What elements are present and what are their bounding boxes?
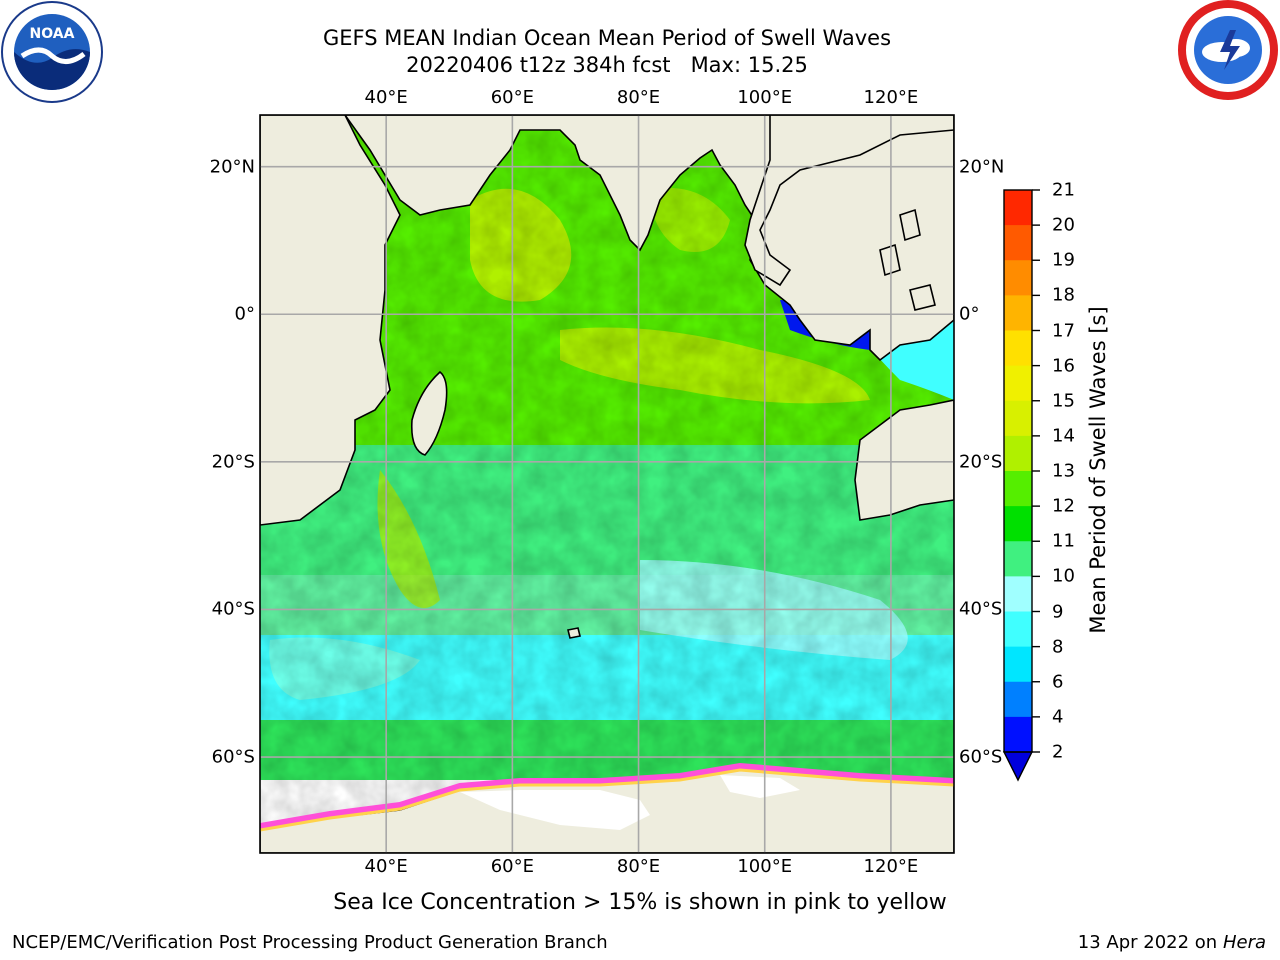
lat-label-right: 20°N	[959, 156, 1005, 178]
nws-logo	[1178, 0, 1278, 100]
colorbar-tick-label: 4	[1052, 706, 1064, 728]
lat-label-right: 40°S	[959, 598, 1003, 620]
colorbar-tick-label: 16	[1052, 355, 1075, 377]
colorbar-segment	[1004, 646, 1032, 683]
sea-ice-white	[460, 790, 650, 830]
colorbar-segment	[1004, 260, 1032, 296]
colorbar-title: Mean Period of Swell Waves [s]	[1086, 306, 1110, 634]
colorbar-segment	[1004, 681, 1032, 718]
chart-title: GEFS MEAN Indian Ocean Mean Period of Sw…	[322, 26, 892, 50]
colorbar-tick-label: 14	[1052, 425, 1075, 447]
colorbar-tick-label: 18	[1052, 284, 1075, 306]
lat-label-left: 60°S	[211, 746, 255, 768]
footer-credit: NCEP/EMC/Verification Post Processing Pr…	[12, 932, 608, 953]
lat-label-right: 60°S	[959, 746, 1003, 768]
colorbar-segment	[1004, 190, 1032, 226]
colorbar-segment	[1004, 295, 1032, 331]
colorbar-segment	[1004, 225, 1032, 261]
lat-label-left: 20°S	[211, 451, 255, 473]
colorbar-segment	[1004, 541, 1032, 577]
colorbar-segment	[1004, 611, 1032, 648]
lon-label-bottom: 40°E	[364, 856, 408, 877]
colorbar-tick-label: 6	[1052, 671, 1064, 693]
footer-host: Hera	[1222, 932, 1266, 953]
colorbar-tick-label: 9	[1052, 601, 1064, 622]
colorbar-segment	[1004, 576, 1032, 612]
colorbar-tick-label: 12	[1052, 495, 1075, 517]
colorbar-segment	[1004, 435, 1032, 472]
colorbar	[1002, 189, 1040, 782]
lat-label-right: 0°	[959, 303, 980, 325]
colorbar-tick-label: 8	[1052, 636, 1064, 658]
lat-label-left: 40°S	[211, 598, 255, 620]
lon-label-bottom: 100°E	[737, 856, 793, 877]
sea-ice-band	[260, 762, 954, 829]
colorbar-tick-label: 21	[1052, 179, 1075, 201]
lon-label-top: 100°E	[737, 87, 793, 108]
lon-label-bottom: 120°E	[863, 856, 919, 877]
lat-label-right: 20°S	[959, 451, 1003, 473]
colorbar-tick-label: 20	[1052, 214, 1075, 236]
colorbar-tick-label: 10	[1052, 565, 1075, 587]
colorbar-segment	[1004, 330, 1032, 367]
colorbar-segment	[1004, 506, 1032, 542]
colorbar-segment	[1004, 365, 1032, 402]
colorbar-tick-label: 19	[1052, 249, 1075, 271]
footer-date: 13 Apr 2022 on Hera	[1078, 932, 1266, 953]
sea-ice-band-inner	[260, 768, 954, 832]
lon-label-bottom: 80°E	[616, 856, 661, 877]
colorbar-segment	[1004, 716, 1032, 753]
lat-label-left: 0°	[234, 303, 255, 325]
svg-text:NOAA: NOAA	[30, 26, 75, 42]
colorbar-segment	[1004, 400, 1032, 437]
colorbar-tick-label: 13	[1052, 460, 1075, 482]
colorbar-segment	[1004, 471, 1032, 507]
sea-ice-white-2	[720, 775, 800, 798]
map-frame	[259, 114, 955, 854]
lon-label-top: 40°E	[364, 87, 408, 108]
colorbar-extend-min	[1002, 751, 1034, 782]
lat-label-left: 20°N	[209, 156, 255, 178]
colorbar-tick-label: 11	[1052, 530, 1075, 552]
sea-ice-caption: Sea Ice Concentration > 15% is shown in …	[333, 890, 947, 915]
noaa-logo: NOAA	[1, 1, 103, 103]
map-gridlines	[260, 115, 954, 853]
colorbar-tick-label: 17	[1052, 320, 1075, 341]
lon-label-bottom: 60°E	[490, 856, 534, 877]
colorbar-tick-label: 15	[1052, 390, 1075, 412]
lon-label-top: 60°E	[490, 87, 534, 108]
lon-label-top: 120°E	[863, 87, 919, 108]
colorbar-tick-label: 2	[1052, 741, 1064, 763]
lon-label-top: 80°E	[616, 87, 661, 108]
footer-date-text: 13 Apr 2022 on	[1077, 932, 1223, 953]
chart-subtitle: 20220406 t12z 384h fcst Max: 15.25	[406, 53, 808, 77]
